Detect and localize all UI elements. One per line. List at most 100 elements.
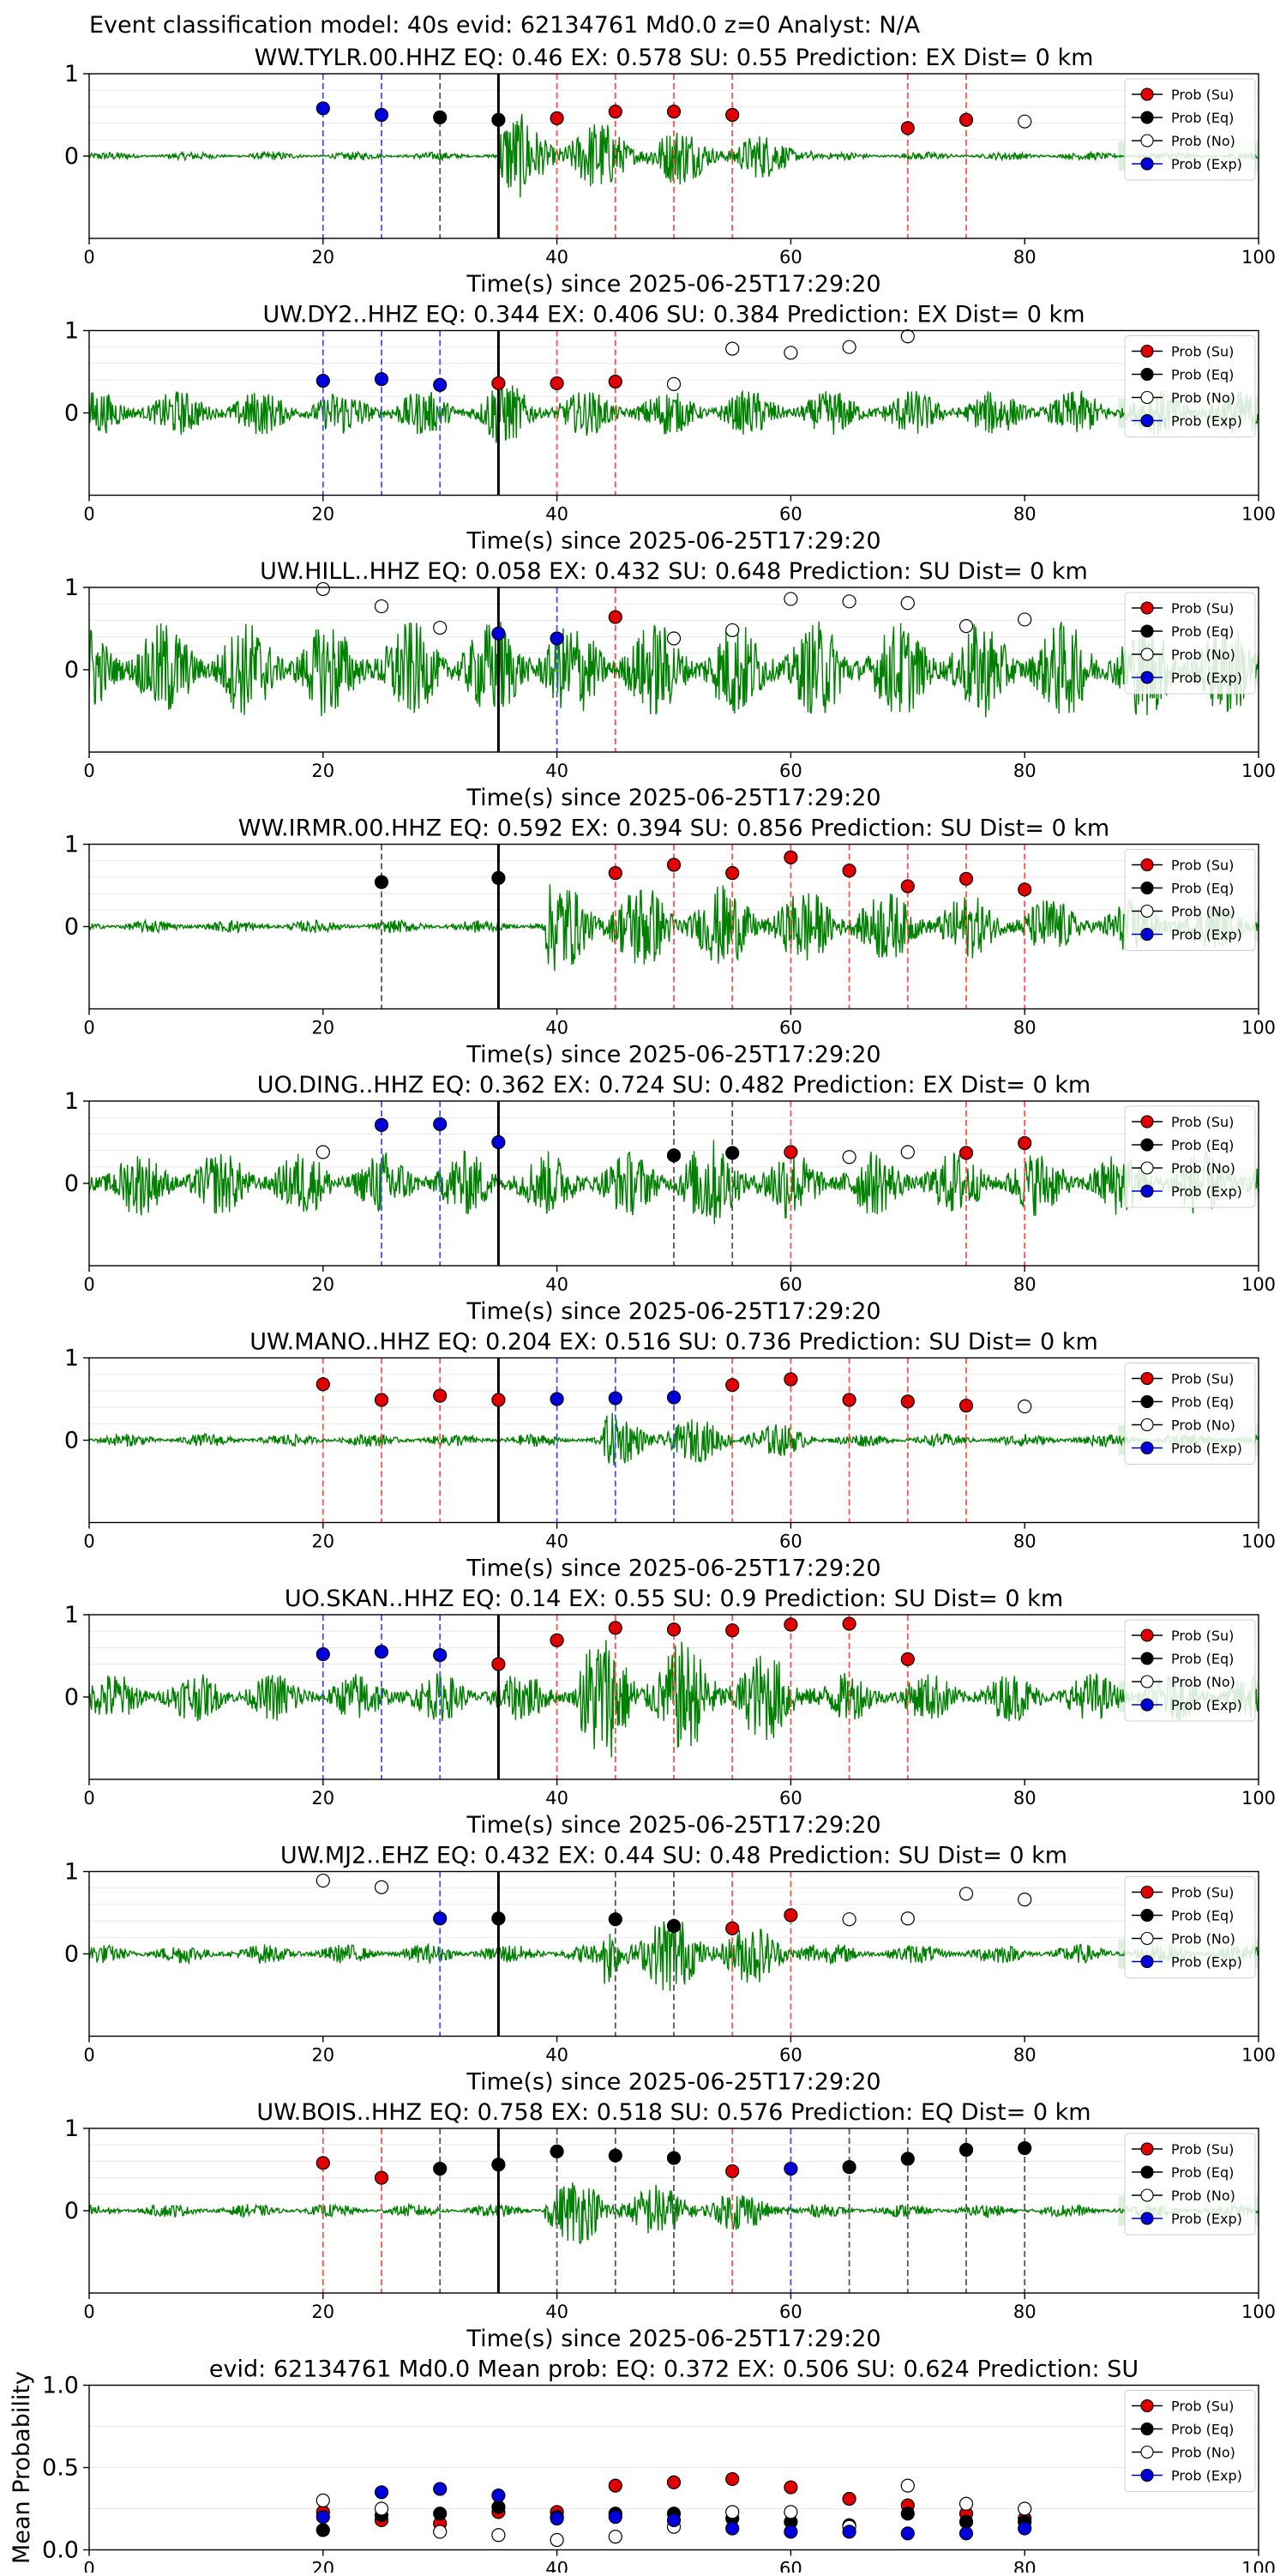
x-tick-label: 40: [545, 2302, 568, 2322]
legend-label-exp: Prob (Exp): [1171, 156, 1242, 172]
prob-point-su: [725, 1623, 740, 1638]
legend-label-eq: Prob (Eq): [1171, 623, 1234, 640]
legend-label-exp: Prob (Exp): [1171, 413, 1242, 430]
legend-marker-no: [1140, 1675, 1154, 1688]
prob-point-su: [491, 1657, 506, 1671]
subplot-6: UW.MANO..HHZ EQ: 0.204 EX: 0.516 SU: 0.7…: [64, 1329, 1276, 1582]
legend-label-no: Prob (No): [1171, 1931, 1235, 1947]
plot-content: [89, 330, 1259, 496]
prob-point-exp: [374, 372, 389, 387]
prob-point-su: [374, 2170, 389, 2185]
mean-point-no: [784, 2505, 798, 2519]
subplot-title: UW.HILL..HHZ EQ: 0.058 EX: 0.432 SU: 0.6…: [260, 558, 1088, 585]
legend-label-exp: Prob (Exp): [1171, 927, 1242, 943]
prob-point-su: [1018, 882, 1032, 897]
x-tick-label: 40: [545, 761, 568, 781]
legend-label-no: Prob (No): [1171, 1417, 1235, 1434]
x-tick-label: 100: [1241, 1788, 1276, 1809]
legend-label-eq: Prob (Eq): [1171, 1908, 1234, 1924]
prob-point-exp: [550, 631, 564, 646]
legend-label-exp: Prob (Exp): [1171, 2211, 1242, 2227]
prob-point-no: [842, 1150, 856, 1165]
legend-marker-eq: [1140, 1908, 1154, 1923]
prob-point-exp: [315, 1646, 330, 1662]
figure-suptitle: Event classification model: 40s evid: 62…: [89, 12, 921, 39]
prob-point-exp: [374, 107, 389, 123]
y-tick-label: 0: [64, 1428, 79, 1454]
subplot-title: evid: 62134761 Md0.0 Mean prob: EQ: 0.37…: [209, 2356, 1139, 2383]
x-tick-label: 100: [1241, 2045, 1276, 2066]
x-tick-label: 60: [779, 1788, 802, 1809]
x-tick-label: 80: [1013, 1788, 1037, 1809]
x-tick-label: 20: [311, 761, 334, 781]
mean-point-no: [608, 2530, 622, 2544]
mean-point-su: [608, 2478, 622, 2493]
x-tick-label: 40: [545, 2559, 568, 2573]
mean-point-exp: [725, 2521, 740, 2536]
x-tick-label: 0: [83, 1532, 94, 1552]
prob-point-no: [842, 594, 856, 609]
legend-marker-eq: [1140, 1394, 1154, 1409]
subplot-title: UW.MJ2..EHZ EQ: 0.432 EX: 0.44 SU: 0.48 …: [280, 1843, 1067, 1869]
y-tick-label: 1: [64, 1859, 79, 1886]
x-tick-label: 40: [545, 247, 568, 268]
x-tick-label: 60: [779, 247, 802, 268]
legend-label-su: Prob (Su): [1171, 1114, 1234, 1130]
subplot-10: evid: 62134761 Md0.0 Mean prob: EQ: 0.37…: [9, 2356, 1276, 2576]
prob-point-eq: [550, 2144, 564, 2158]
x-tick-label: 0: [83, 2045, 94, 2066]
x-tick-label: 20: [311, 247, 334, 268]
mean-point-exp: [784, 2525, 798, 2539]
prob-point-exp: [315, 373, 330, 388]
x-tick-label: 0: [83, 247, 94, 268]
legend-marker-no: [1140, 390, 1154, 405]
prob-point-eq: [491, 112, 506, 127]
plot-content: [89, 1101, 1259, 1266]
x-tick-label: 60: [779, 1532, 802, 1552]
x-tick-label: 60: [779, 2302, 802, 2322]
prob-point-exp: [374, 1645, 389, 1659]
y-tick-label: 1: [64, 2116, 79, 2142]
prob-point-su: [550, 1633, 564, 1647]
prob-point-no: [1018, 612, 1032, 627]
x-tick-label: 20: [311, 2559, 334, 2573]
legend-label-su: Prob (Su): [1171, 858, 1234, 874]
x-tick-label: 100: [1241, 247, 1276, 268]
prob-point-exp: [608, 1391, 622, 1405]
prob-point-su: [1018, 1135, 1032, 1151]
legend-marker-exp: [1140, 1184, 1154, 1198]
subplot-title: UW.MANO..HHZ EQ: 0.204 EX: 0.516 SU: 0.7…: [249, 1329, 1098, 1356]
x-tick-label: 0: [83, 1788, 94, 1809]
x-tick-label: 40: [545, 1788, 568, 1809]
prob-point-no: [900, 596, 915, 611]
plot-content: [89, 74, 1259, 238]
prob-point-exp: [315, 101, 330, 116]
y-tick-label: 1: [64, 1088, 79, 1115]
subplot-title: WW.TYLR.00.HHZ EQ: 0.46 EX: 0.578 SU: 0.…: [255, 45, 1094, 71]
mean-point-su: [666, 2475, 682, 2489]
prob-point-exp: [491, 626, 506, 641]
prob-point-eq: [1018, 2140, 1032, 2156]
prob-point-su: [666, 858, 682, 872]
prob-point-su: [784, 1617, 798, 1632]
y-tick-label: 0: [64, 914, 79, 941]
legend-label-exp: Prob (Exp): [1171, 1954, 1242, 1971]
prob-point-su: [374, 1393, 389, 1407]
waveform-trace: [89, 621, 1259, 718]
prob-point-su: [725, 1378, 740, 1393]
mean-point-no: [725, 2505, 740, 2519]
prob-point-su: [842, 1616, 856, 1631]
x-tick-label: 0: [83, 2559, 94, 2573]
prob-point-exp: [433, 1647, 448, 1663]
prob-point-eq: [666, 1148, 682, 1163]
mean-point-exp: [550, 2511, 564, 2526]
legend-marker-su: [1140, 1628, 1154, 1642]
legend-box: [1124, 1363, 1256, 1465]
x-tick-label: 20: [311, 2302, 334, 2322]
x-axis-label: Time(s) since 2025-06-25T17:29:20: [466, 1298, 880, 1325]
x-tick-label: 80: [1013, 1532, 1037, 1552]
y-tick-label: 1: [64, 1602, 79, 1628]
x-axis-label: Time(s) since 2025-06-25T17:29:20: [466, 2069, 880, 2096]
subplot-9: UW.BOIS..HHZ EQ: 0.758 EX: 0.518 SU: 0.5…: [64, 2099, 1276, 2352]
